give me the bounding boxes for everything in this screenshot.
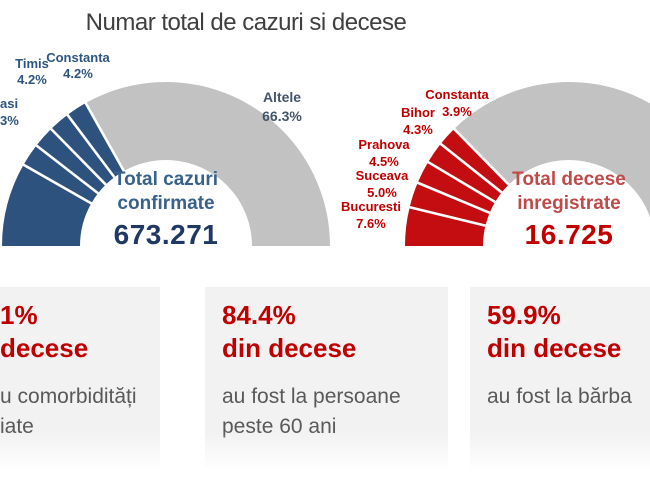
label-iasi-cut-pct: 3% (0, 113, 19, 128)
label-constanta-cases: Constanta 4.2% (46, 50, 110, 82)
segment-separator (65, 113, 117, 179)
cases-total-value: 673.271 (113, 219, 219, 250)
donut-segment (2, 164, 92, 246)
donut-segment (23, 145, 99, 204)
label-suceava: Suceava 5.0% (348, 167, 416, 201)
donut-segment (67, 103, 124, 178)
cases-center-text: Total cazuri confirmate 673.271 (80, 168, 252, 251)
label-altele-pct: 66.3% (262, 108, 302, 124)
stat-desc-line1: au fost la persoane (222, 385, 401, 408)
donut-segment (85, 82, 330, 246)
donut-segment (36, 128, 106, 194)
label-bucuresti-pct: 7.6% (356, 216, 386, 231)
label-bucuresti-name: Bucuresti (341, 199, 401, 214)
bottom-fade-overlay (0, 432, 650, 488)
stat-value-line2: decese (0, 333, 89, 363)
segment-separator (34, 143, 100, 195)
donut-segment (51, 114, 115, 185)
label-constanta-deaths: Constanta 3.9% (420, 86, 494, 120)
segment-separator (416, 181, 492, 215)
donut-segment (428, 143, 502, 202)
segment-separator (408, 205, 487, 228)
label-iasi-cut: asi 3% (0, 95, 36, 129)
deaths-center-text: Total decese inregistrate 16.725 (483, 168, 650, 251)
stat-card-gender-desc: au fost la bărba (487, 382, 650, 412)
label-constanta-deaths-name: Constanta (425, 87, 489, 102)
label-iasi-cut-name: asi (0, 96, 19, 111)
segment-separator (452, 127, 511, 187)
label-bihor: Bihor 4.3% (392, 104, 444, 138)
segment-separator (49, 127, 108, 187)
stat-card-age-value: 84.4% din decese (222, 299, 438, 365)
donut-segment (409, 182, 490, 226)
label-bihor-pct: 4.3% (403, 122, 433, 137)
stat-value-line2: din decese (487, 333, 622, 363)
label-altele-name: Altele (262, 89, 302, 105)
stat-value-line1: 1% (0, 300, 38, 330)
cases-donut (2, 82, 330, 246)
stat-card-gender-value: 59.9% din decese (487, 299, 650, 365)
label-timis: Timis 4.2% (8, 56, 56, 88)
label-constanta-deaths-pct: 3.9% (442, 104, 472, 119)
deaths-center-line1: Total decese (512, 169, 626, 190)
donut-segment (440, 128, 509, 193)
label-prahova: Prahova 4.5% (350, 136, 418, 170)
segment-separator (84, 101, 126, 173)
cases-center-line1: Total cazuri (113, 169, 219, 190)
page-title: Numar total de cazuri si decese (85, 9, 407, 36)
label-constanta-cases-name: Constanta (46, 50, 110, 65)
label-altele: Altele 66.3% (243, 88, 321, 126)
stat-desc-line1: u comorbidități (0, 385, 137, 408)
label-bihor-name: Bihor (401, 105, 435, 120)
label-constanta-cases-pct: 4.2% (63, 66, 93, 81)
donut-segment (454, 82, 650, 218)
label-timis-pct: 4.2% (17, 72, 47, 87)
segment-separator (22, 163, 93, 206)
stat-value-line2: din decese (222, 333, 357, 363)
deaths-center-line2: inregistrate (517, 193, 621, 214)
cases-center-line2: confirmate (117, 193, 215, 214)
label-timis-name: Timis (15, 56, 49, 71)
segment-separator (426, 160, 497, 204)
label-bucuresti: Bucuresti 7.6% (334, 198, 408, 232)
label-suceava-pct: 5.0% (367, 185, 397, 200)
label-suceava-name: Suceava (355, 168, 409, 183)
deaths-total-value: 16.725 (524, 219, 614, 250)
stat-desc-line1: au fost la bărba (487, 385, 632, 408)
stat-value-line1: 59.9% (487, 300, 561, 330)
stat-value-line1: 84.4% (222, 300, 296, 330)
donut-segment (417, 162, 496, 213)
label-prahova-pct: 4.5% (369, 154, 399, 169)
deaths-donut (405, 82, 650, 246)
stat-card-comorbidities-value: 1% decese (0, 299, 150, 365)
segment-separator (439, 142, 504, 195)
label-prahova-name: Prahova (358, 137, 410, 152)
donut-segment (405, 207, 486, 246)
